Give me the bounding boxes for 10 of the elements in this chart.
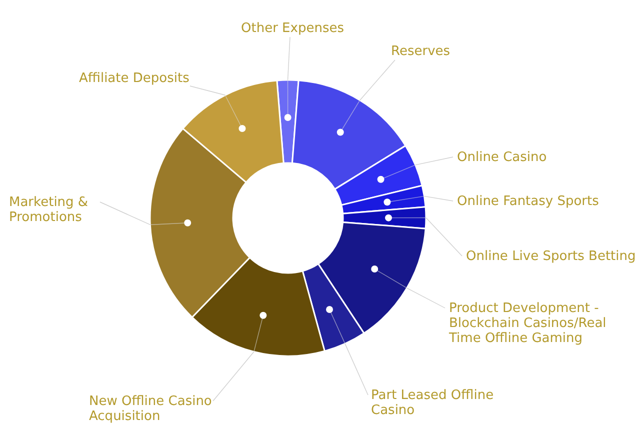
slice-label: Online Fantasy Sports [457, 194, 600, 209]
slice-label: Product Development - Blockchain Casinos/Real Time Offline Gaming [448, 301, 606, 346]
slice-label: Reserves [391, 44, 450, 59]
slice-label: Part Leased Offline Casino [371, 388, 494, 418]
slice-label: Affiliate Deposits [79, 71, 190, 86]
slice-label: Online Casino [457, 150, 547, 165]
slice-label: Other Expenses [241, 21, 344, 36]
slice-label: Online Live Sports Betting [466, 249, 636, 264]
slice-label: New Offline Casino Acquisition [89, 394, 212, 424]
slice-label: Marketing & Promotions [9, 195, 88, 225]
